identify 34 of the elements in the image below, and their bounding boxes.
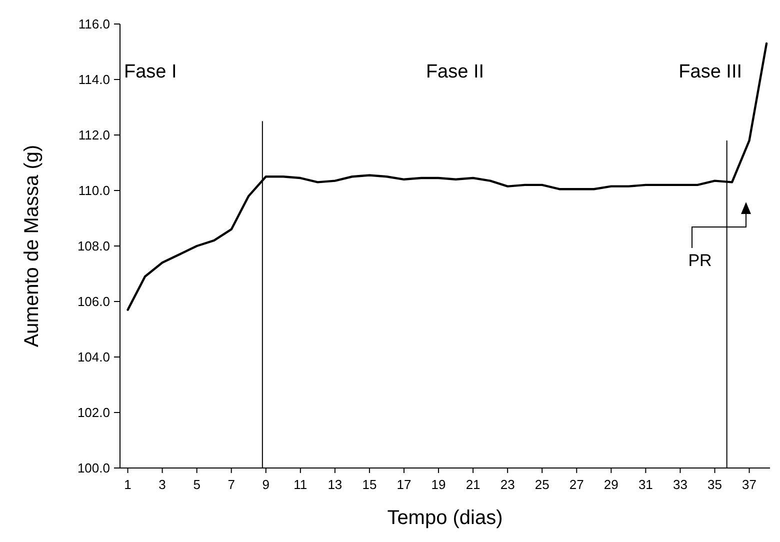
y-tick-label: 112.0 bbox=[78, 128, 110, 143]
y-tick-label: 100.0 bbox=[77, 460, 110, 476]
x-tick-label: 1 bbox=[124, 477, 132, 492]
y-tick-label: 116.0 bbox=[78, 16, 110, 32]
x-tick-label: 11 bbox=[294, 477, 308, 492]
y-tick-label: 114.0 bbox=[78, 72, 110, 88]
x-tick-label: 15 bbox=[362, 477, 377, 492]
y-tick-label: 102.0 bbox=[77, 405, 110, 420]
x-tick-label: 5 bbox=[193, 477, 200, 492]
x-tick-label: 21 bbox=[466, 477, 480, 492]
x-tick-label: 9 bbox=[262, 477, 270, 492]
x-tick-label: 35 bbox=[708, 477, 722, 492]
x-tick-label: 31 bbox=[638, 477, 653, 492]
annotation: Fase III bbox=[678, 62, 742, 83]
x-tick-label: 7 bbox=[228, 477, 235, 492]
y-tick-label: 110.0 bbox=[78, 183, 110, 198]
y-tick-label: 104.0 bbox=[77, 350, 110, 365]
annotation: PR bbox=[688, 250, 712, 270]
x-axis-title: Tempo (dias) bbox=[387, 507, 503, 529]
annotation: Fase I bbox=[124, 62, 177, 83]
x-tick-label: 37 bbox=[742, 477, 757, 492]
annotation: Fase II bbox=[426, 62, 484, 83]
x-tick-label: 27 bbox=[569, 477, 584, 492]
x-tick-label: 33 bbox=[672, 477, 688, 492]
x-tick-label: 29 bbox=[604, 477, 618, 492]
x-tick-label: 17 bbox=[396, 477, 412, 492]
x-tick-label: 3 bbox=[158, 477, 166, 492]
x-tick-label: 13 bbox=[328, 477, 342, 492]
y-tick-label: 108.0 bbox=[77, 238, 110, 254]
y-tick-label: 106.0 bbox=[77, 294, 110, 310]
y-axis-title: Aumento de Massa (g) bbox=[21, 144, 43, 348]
x-tick-label: 25 bbox=[534, 477, 550, 492]
x-tick-label: 19 bbox=[431, 477, 446, 492]
x-tick-label: 23 bbox=[500, 477, 515, 492]
